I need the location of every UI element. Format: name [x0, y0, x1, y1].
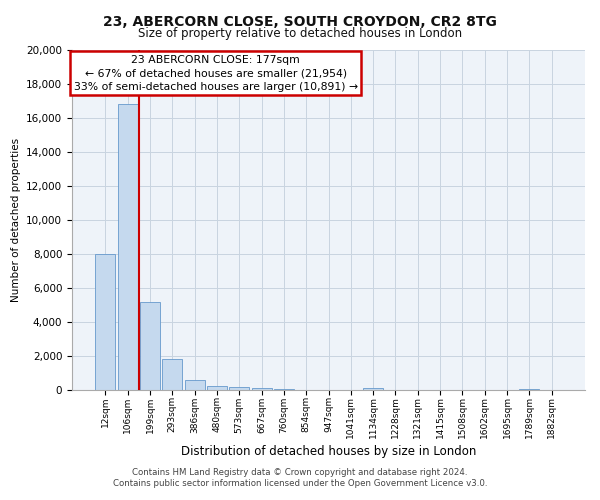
Bar: [274, 389, 294, 390]
Text: Size of property relative to detached houses in London: Size of property relative to detached ho…: [138, 28, 462, 40]
Bar: [140, 302, 160, 390]
Bar: [229, 388, 249, 390]
Text: 23 ABERCORN CLOSE: 177sqm
← 67% of detached houses are smaller (21,954)
33% of s: 23 ABERCORN CLOSE: 177sqm ← 67% of detac…: [74, 55, 358, 92]
Text: 23, ABERCORN CLOSE, SOUTH CROYDON, CR2 8TG: 23, ABERCORN CLOSE, SOUTH CROYDON, CR2 8…: [103, 15, 497, 29]
Y-axis label: Number of detached properties: Number of detached properties: [11, 138, 20, 302]
Bar: [519, 388, 539, 390]
Bar: [363, 388, 383, 390]
Bar: [118, 104, 138, 390]
Text: Contains public sector information licensed under the Open Government Licence v3: Contains public sector information licen…: [113, 480, 487, 488]
Bar: [162, 360, 182, 390]
Bar: [185, 380, 205, 390]
Bar: [95, 254, 115, 390]
Text: Contains HM Land Registry data © Crown copyright and database right 2024.: Contains HM Land Registry data © Crown c…: [132, 468, 468, 477]
X-axis label: Distribution of detached houses by size in London: Distribution of detached houses by size …: [181, 446, 476, 458]
Bar: [207, 386, 227, 390]
Bar: [251, 388, 272, 390]
